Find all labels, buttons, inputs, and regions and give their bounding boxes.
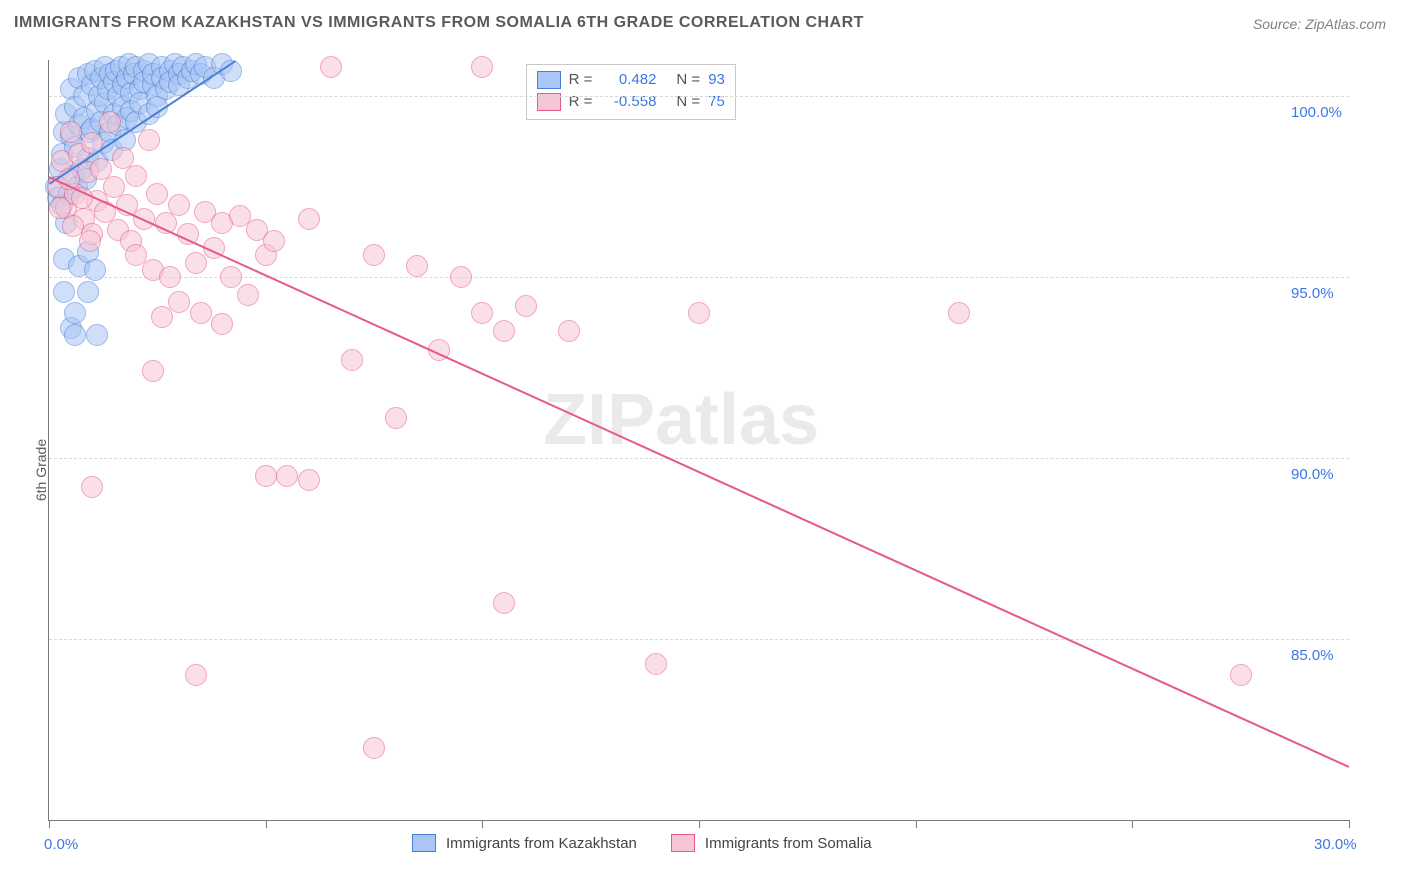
x-tick-label: 30.0% xyxy=(1314,836,1357,853)
data-point-som xyxy=(159,266,181,288)
data-point-som xyxy=(493,320,515,342)
data-point-som xyxy=(493,592,515,614)
chart-title: IMMIGRANTS FROM KAZAKHSTAN VS IMMIGRANTS… xyxy=(14,14,864,32)
data-point-som xyxy=(81,476,103,498)
watermark-zip: ZIP xyxy=(543,380,655,460)
data-point-som xyxy=(471,56,493,78)
data-point-som xyxy=(688,302,710,324)
gridline xyxy=(49,96,1349,97)
data-point-som xyxy=(99,111,121,133)
data-point-kaz xyxy=(77,281,99,303)
legend-series: Immigrants from Kazakhstan Immigrants fro… xyxy=(412,834,896,852)
x-tick xyxy=(49,820,50,828)
chart-container: 6th Grade ZIPatlas R = 0.482 N = 93 R = -0.55… xyxy=(0,48,1406,892)
x-tick xyxy=(266,820,267,828)
x-tick xyxy=(1349,820,1350,828)
legend-stats-row-kaz: R = 0.482 N = 93 xyxy=(537,69,725,91)
data-point-som xyxy=(471,302,493,324)
data-point-som xyxy=(237,284,259,306)
data-point-kaz xyxy=(64,302,86,324)
data-point-som xyxy=(363,244,385,266)
y-tick-label: 95.0% xyxy=(1291,285,1334,302)
data-point-som xyxy=(190,302,212,324)
data-point-som xyxy=(385,407,407,429)
data-point-som xyxy=(298,469,320,491)
n-value: 75 xyxy=(708,91,725,113)
plot-area: ZIPatlas R = 0.482 N = 93 R = -0.558 N = 75 85.… xyxy=(48,60,1349,821)
legend-series-label: Immigrants from Somalia xyxy=(705,835,872,852)
data-point-som xyxy=(168,291,190,313)
y-tick-label: 85.0% xyxy=(1291,647,1334,664)
r-value: 0.482 xyxy=(600,69,656,91)
n-value: 93 xyxy=(708,69,725,91)
data-point-som xyxy=(276,465,298,487)
data-point-som xyxy=(168,194,190,216)
legend-color-box xyxy=(537,71,561,89)
data-point-som xyxy=(211,313,233,335)
data-point-som xyxy=(79,230,101,252)
data-point-som xyxy=(142,360,164,382)
data-point-som xyxy=(60,121,82,143)
data-point-som xyxy=(1230,664,1252,686)
data-point-kaz xyxy=(53,281,75,303)
data-point-som xyxy=(298,208,320,230)
data-point-som xyxy=(146,183,168,205)
data-point-som xyxy=(645,653,667,675)
x-tick xyxy=(1132,820,1133,828)
data-point-som xyxy=(515,295,537,317)
r-label: R = xyxy=(569,91,593,113)
data-point-som xyxy=(320,56,342,78)
regression-line-som xyxy=(48,176,1349,768)
gridline xyxy=(49,458,1349,459)
data-point-som xyxy=(220,266,242,288)
source-label: Source: ZipAtlas.com xyxy=(1253,16,1386,32)
legend-color-box xyxy=(671,834,695,852)
data-point-som xyxy=(138,129,160,151)
data-point-som xyxy=(558,320,580,342)
legend-series-label: Immigrants from Kazakhstan xyxy=(446,835,637,852)
data-point-som xyxy=(185,664,207,686)
r-value: -0.558 xyxy=(600,91,656,113)
n-label: N = xyxy=(676,69,700,91)
data-point-kaz xyxy=(64,324,86,346)
n-label: N = xyxy=(676,91,700,113)
gridline xyxy=(49,277,1349,278)
y-tick-label: 90.0% xyxy=(1291,466,1334,483)
data-point-som xyxy=(948,302,970,324)
legend-stats-row-som: R = -0.558 N = 75 xyxy=(537,91,725,113)
y-axis-label: 6th Grade xyxy=(33,439,49,501)
data-point-som xyxy=(263,230,285,252)
x-tick-label: 0.0% xyxy=(44,836,78,853)
x-tick xyxy=(699,820,700,828)
watermark-atlas: atlas xyxy=(655,380,819,460)
data-point-som xyxy=(255,465,277,487)
data-point-kaz xyxy=(86,324,108,346)
gridline xyxy=(49,639,1349,640)
legend-stats: R = 0.482 N = 93 R = -0.558 N = 75 xyxy=(526,64,736,120)
x-tick xyxy=(916,820,917,828)
data-point-som xyxy=(341,349,363,371)
y-tick-label: 100.0% xyxy=(1291,104,1342,121)
data-point-kaz xyxy=(84,259,106,281)
x-tick xyxy=(482,820,483,828)
data-point-som xyxy=(363,737,385,759)
legend-color-box xyxy=(412,834,436,852)
data-point-som xyxy=(125,165,147,187)
data-point-som xyxy=(406,255,428,277)
r-label: R = xyxy=(569,69,593,91)
data-point-som xyxy=(450,266,472,288)
